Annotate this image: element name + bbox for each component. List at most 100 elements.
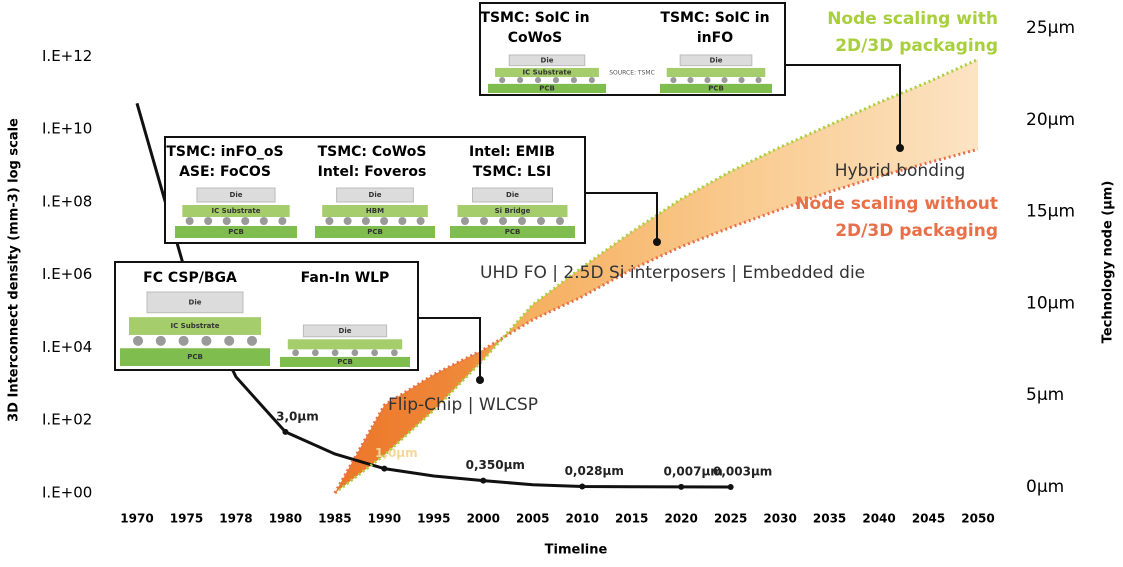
- y2-tick-label: 0µm: [1026, 477, 1064, 497]
- panel-title: ASE: FoCOS: [179, 164, 271, 180]
- thumb-ball: [738, 77, 745, 84]
- x-tick-label: 1980: [269, 512, 302, 526]
- x-tick-label: 1970: [120, 512, 153, 526]
- y-tick-label: I.E+00: [42, 484, 92, 502]
- connector: [418, 317, 481, 380]
- connector-dot: [653, 238, 661, 246]
- thumb-ball: [704, 77, 711, 84]
- thumb-label: Die: [369, 191, 382, 199]
- thumb-label: IC Substrate: [171, 322, 220, 330]
- connector-dot: [896, 144, 904, 152]
- panel-title: Fan-In WLP: [301, 270, 390, 286]
- x-tick-label: 1990: [368, 512, 401, 526]
- thumb-die: [146, 291, 244, 314]
- y-axis-title: 3D Interconnect density (mm-3) log scale: [7, 118, 22, 422]
- y2-tick-label: 10µm: [1026, 293, 1075, 313]
- thumb-ball: [416, 217, 425, 225]
- thumb-ball: [325, 217, 334, 225]
- x-tick-label: 1995: [417, 512, 450, 526]
- thumb-pcb: [450, 226, 575, 238]
- x-tick-label: 2040: [862, 512, 895, 526]
- panel-title: inFO: [697, 30, 733, 46]
- thumb-substrate: [322, 205, 428, 217]
- annotation: Flip-Chip | WLCSP: [388, 395, 538, 415]
- thumb-ball: [185, 217, 194, 225]
- thumb-ball: [380, 217, 389, 225]
- y-tick-label: I.E+02: [42, 411, 92, 429]
- thumb-substrate: [495, 67, 599, 78]
- thumb-label: PCB: [505, 228, 521, 236]
- connector-dot: [476, 376, 484, 384]
- data-point: [381, 465, 388, 472]
- thumb-label: IC Substrate: [212, 207, 261, 215]
- thumb-label: PCB: [337, 358, 353, 366]
- y-tick-label: I.E+10: [42, 120, 92, 138]
- thumb-label: PCB: [367, 228, 383, 236]
- y2-tick-label: 20µm: [1026, 110, 1075, 130]
- thumb-die: [336, 187, 414, 203]
- thumb-label: Die: [541, 56, 554, 64]
- thumb-ball: [351, 349, 359, 357]
- x-tick-label: 2015: [615, 512, 648, 526]
- data-label: 3,0µm: [276, 409, 319, 423]
- thumb-ball: [588, 77, 595, 84]
- thumb-ball: [155, 335, 166, 346]
- package-box: [479, 2, 786, 96]
- thumb-ball: [755, 77, 762, 84]
- panel-title: TSMC: CoWoS: [318, 144, 427, 160]
- thumb-substrate: [182, 205, 290, 217]
- thumb-ball: [499, 77, 506, 84]
- thumb-ball: [461, 217, 469, 225]
- thumb-pcb: [660, 83, 772, 93]
- annotation: UHD FO | 2.5D Si interposers | Embedded …: [480, 263, 865, 283]
- thumb-ball: [312, 349, 319, 357]
- thumb-ball: [278, 217, 287, 225]
- x-tick-label: 2020: [664, 512, 697, 526]
- thumb-ball: [552, 77, 560, 84]
- thumb-label: Die: [189, 298, 202, 306]
- thumb-label: PCB: [539, 84, 555, 92]
- data-point: [579, 483, 586, 490]
- thumb-label: PCB: [187, 353, 203, 361]
- panel-title: TSMC: inFO_oS: [166, 144, 283, 160]
- thumb-ball: [499, 217, 507, 225]
- thumb-label: PCB: [228, 228, 244, 236]
- panel-title: Intel: Foveros: [318, 164, 427, 180]
- thumb-die: [302, 324, 388, 338]
- thumb-substrate: [129, 317, 261, 335]
- thumb-ball: [398, 217, 407, 225]
- thumb-substrate: [666, 67, 766, 78]
- thumb-pcb: [280, 356, 410, 367]
- thumb-ball: [534, 77, 542, 84]
- y2-tick-label: 15µm: [1026, 202, 1075, 222]
- panel-title: FC CSP/BGA: [143, 270, 237, 286]
- thumb-substrate: [287, 339, 403, 350]
- y2-tick-label: 5µm: [1026, 385, 1064, 405]
- annotation: Hybrid bonding: [835, 161, 966, 181]
- y-tick-label: I.E+08: [42, 192, 92, 210]
- thumb-ball: [224, 335, 235, 346]
- y2-axis-title: Technology node (µm): [1101, 181, 1116, 344]
- x-tick-label: 2035: [813, 512, 846, 526]
- thumb-ball: [201, 335, 212, 346]
- connector: [785, 64, 901, 148]
- thumb-pcb: [120, 348, 270, 366]
- thumb-ball: [537, 217, 545, 225]
- thumb-ball: [371, 349, 379, 357]
- x-tick-label: 2030: [763, 512, 796, 526]
- x-tick-label: 1978: [219, 512, 252, 526]
- box-note: SOURCE: TSMC: [609, 70, 655, 77]
- y-tick-label: I.E+04: [42, 338, 92, 356]
- thumb-ball: [570, 77, 577, 84]
- thumb-ball: [178, 335, 189, 346]
- thumb-ball: [721, 77, 728, 84]
- x-tick-label: 2045: [912, 512, 945, 526]
- panel-title: TSMC: SoIC in: [660, 10, 769, 26]
- x-tick-label: 2005: [516, 512, 549, 526]
- thumb-label: IC Substrate: [523, 68, 572, 76]
- data-label: 0,028µm: [565, 464, 624, 478]
- data-label: 0,007µm: [664, 464, 723, 478]
- thumb-pcb: [488, 83, 606, 93]
